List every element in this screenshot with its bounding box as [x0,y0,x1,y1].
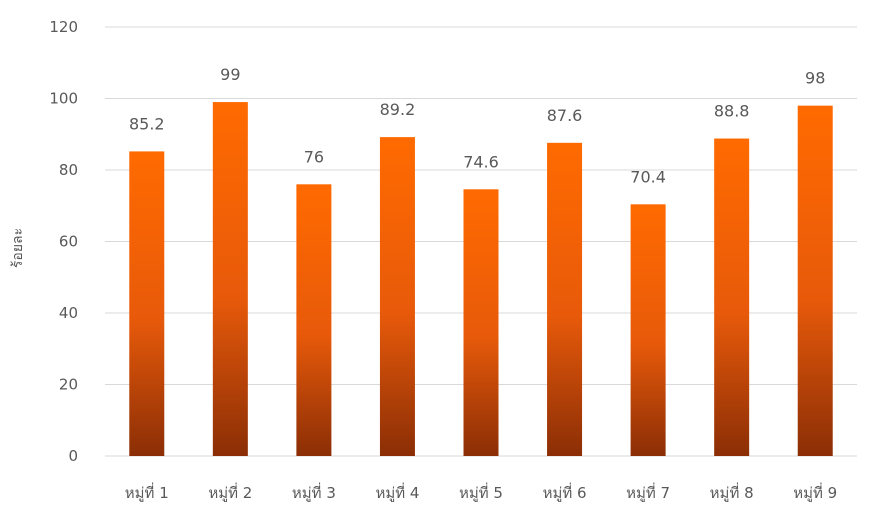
bar [463,189,499,456]
bar [379,137,415,457]
data-label: 74.6 [463,152,499,171]
y-tick-label: 0 [68,447,78,465]
data-label: 89.2 [380,100,416,119]
bars [129,102,833,457]
x-axis-categories: หมู่ที่ 1 หมู่ที่ 2 หมู่ที่ 3 หมู่ที่ 4 หมู่… [125,482,837,502]
bar [630,204,666,456]
bar [797,105,833,457]
bar [212,102,248,456]
data-label: 85.2 [129,114,165,133]
data-labels: 85.2 99 76 89.2 74.6 87.6 70.4 88.8 98 [129,65,825,186]
y-tick-label: 100 [49,90,78,108]
x-tick-label: หมู่ที่ 7 [626,482,670,502]
data-label: 98 [805,69,825,88]
bar [714,138,750,457]
bar [296,184,332,457]
data-label: 88.8 [714,102,750,121]
y-tick-label: 60 [59,233,78,251]
x-tick-label: หมู่ที่ 2 [208,482,252,502]
data-label: 99 [220,65,240,84]
y-tick-label: 40 [59,304,78,322]
x-tick-label: หมู่ที่ 4 [375,482,419,502]
x-tick-label: หมู่ที่ 1 [125,482,169,502]
x-tick-label: หมู่ที่ 5 [459,482,503,502]
data-label: 70.4 [630,167,666,186]
y-tick-label: 20 [59,376,78,394]
x-tick-label: หมู่ที่ 3 [292,482,336,502]
bar [547,142,583,456]
y-axis-title: ร้อยละ [10,228,26,268]
y-tick-label: 80 [59,161,78,179]
x-tick-label: หมู่ที่ 9 [793,482,837,502]
y-tick-label: 120 [49,18,78,36]
y-axis-ticks: 0 20 40 60 80 100 120 [49,18,78,465]
x-tick-label: หมู่ที่ 8 [710,482,754,502]
x-tick-label: หมู่ที่ 6 [543,482,587,502]
data-label: 76 [304,147,324,166]
bar [129,151,165,456]
data-label: 87.6 [547,106,583,125]
